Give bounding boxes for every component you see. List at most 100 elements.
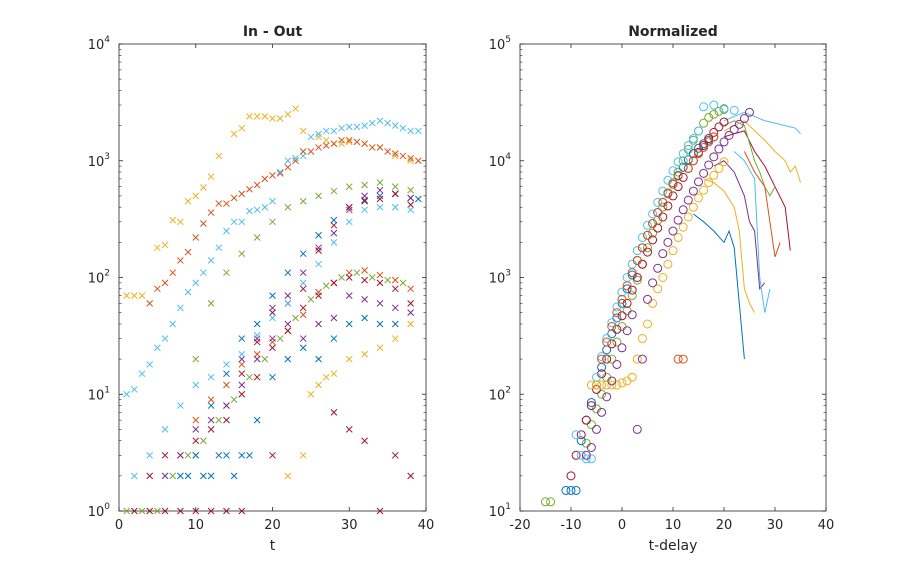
left-x-marker: [376, 344, 384, 352]
left-x-marker-stroke: [322, 136, 330, 144]
left-x-marker: [169, 320, 177, 328]
right-series-line: [733, 151, 771, 313]
left-x-marker: [269, 218, 276, 226]
left-x-tick-label: 10: [187, 518, 204, 533]
right-circle-marker: [627, 268, 637, 278]
left-x-marker: [330, 127, 338, 135]
left-x-marker-stroke: [376, 192, 384, 200]
right-circle-marker: [637, 334, 647, 344]
left-x-marker-stroke: [376, 203, 384, 211]
right-circle-marker: [637, 233, 647, 243]
left-x-marker-stroke: [407, 472, 415, 480]
left-x-marker-stroke: [207, 257, 215, 264]
left-x-marker: [376, 203, 384, 211]
right-circle-marker: [576, 436, 586, 446]
left-x-marker: [207, 507, 215, 515]
left-x-marker-stroke: [315, 292, 322, 299]
right-circle-marker: [694, 149, 703, 159]
left-x-marker: [376, 186, 384, 194]
left-x-marker-stroke: [407, 201, 415, 209]
right-circle-marker: [637, 243, 647, 253]
left-x-marker-stroke: [200, 184, 207, 191]
right-circle-marker: [653, 208, 663, 218]
left-x-marker-stroke: [391, 152, 399, 160]
left-x-tick-label: 30: [341, 518, 358, 533]
right-plot-title: Normalized: [628, 24, 718, 40]
left-x-marker: [169, 472, 177, 480]
left-x-marker: [215, 200, 223, 207]
left-x-marker: [238, 335, 246, 342]
left-x-marker: [361, 122, 368, 129]
left-x-marker: [154, 244, 161, 252]
left-x-marker-stroke: [223, 402, 230, 409]
left-x-marker: [253, 350, 261, 358]
right-circle-marker: [683, 212, 693, 222]
left-x-marker-stroke: [391, 122, 399, 129]
left-x-marker: [138, 370, 146, 378]
left-x-marker-stroke: [215, 451, 223, 459]
left-x-marker: [184, 288, 192, 296]
left-x-marker-stroke: [330, 216, 338, 224]
left-x-marker-stroke: [223, 200, 230, 207]
left-x-marker-stroke: [154, 285, 161, 293]
left-x-marker: [414, 195, 422, 203]
left-x-marker-stroke: [345, 269, 353, 277]
left-x-marker: [391, 122, 399, 129]
left-x-marker: [284, 355, 292, 363]
left-x-marker-stroke: [200, 437, 207, 445]
left-x-marker: [223, 402, 230, 409]
left-x-marker-stroke: [361, 181, 368, 189]
right-circle-marker: [571, 485, 581, 495]
right-x-tick-label: -20: [509, 518, 530, 533]
left-x-marker: [391, 183, 399, 191]
left-x-marker: [361, 181, 368, 189]
left-x-marker: [299, 279, 307, 287]
left-x-marker: [407, 194, 415, 202]
right-circle-marker: [683, 155, 693, 165]
right-data-marks: [541, 100, 801, 507]
left-x-marker: [391, 152, 399, 160]
left-x-marker: [192, 355, 200, 363]
left-x-marker-stroke: [368, 274, 376, 281]
right-circle-marker: [632, 275, 642, 285]
left-x-marker: [315, 133, 322, 141]
left-x-marker: [299, 344, 307, 352]
left-x-marker: [177, 451, 184, 459]
left-x-marker-stroke: [261, 175, 269, 183]
right-series-line: [713, 160, 766, 291]
left-x-marker-stroke: [361, 197, 368, 205]
left-x-marker-stroke: [238, 507, 246, 515]
left-x-marker: [269, 314, 276, 322]
left-x-marker-stroke: [215, 244, 223, 252]
right-circle-marker: [699, 102, 709, 112]
left-x-marker-stroke: [246, 373, 253, 381]
left-x-marker-stroke: [146, 507, 154, 515]
left-x-marker-stroke: [161, 241, 169, 249]
left-x-marker-stroke: [391, 304, 399, 312]
right-circle-marker: [729, 125, 739, 135]
left-x-marker: [345, 274, 353, 281]
left-x-marker-stroke: [253, 181, 261, 189]
left-x-marker-stroke: [353, 123, 361, 131]
right-circle-marker: [643, 247, 652, 257]
right-circle-marker: [586, 442, 596, 452]
left-x-marker-stroke: [192, 381, 200, 389]
left-x-marker: [315, 130, 322, 138]
left-x-marker: [253, 355, 261, 363]
left-x-marker-stroke: [238, 370, 246, 378]
right-circle-marker: [566, 471, 576, 481]
left-x-marker-stroke: [391, 285, 399, 293]
right-circle-marker: [643, 220, 652, 230]
left-x-marker-stroke: [223, 370, 230, 378]
left-x-marker-stroke: [376, 507, 384, 515]
left-x-marker: [253, 234, 261, 241]
left-x-marker: [223, 507, 230, 515]
left-x-marker-stroke: [200, 269, 207, 277]
right-circle-marker: [632, 354, 642, 364]
left-x-marker: [192, 279, 200, 287]
right-circle-marker: [653, 197, 663, 207]
left-x-marker-stroke: [284, 203, 292, 211]
right-circle-marker: [678, 149, 688, 159]
